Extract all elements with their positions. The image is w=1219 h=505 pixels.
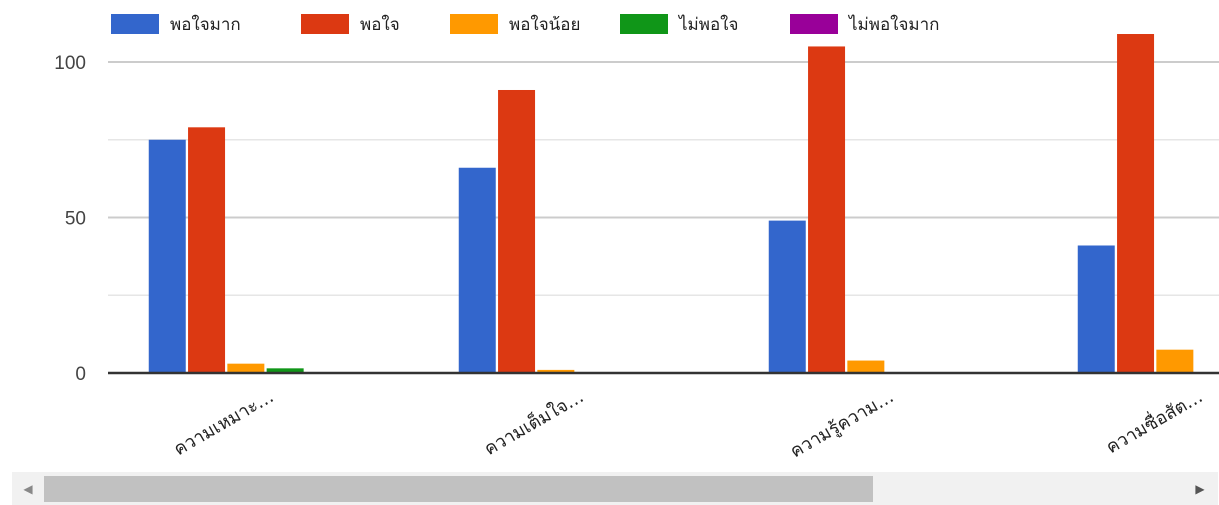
legend-swatch	[450, 14, 498, 34]
x-category-label: ความซื่อสัต…	[1101, 384, 1206, 459]
legend-swatch	[620, 14, 668, 34]
bar-3-0[interactable]	[1077, 245, 1115, 373]
y-tick-label: 100	[54, 53, 86, 74]
bar-0-0[interactable]	[148, 139, 186, 373]
bar-3-2[interactable]	[1156, 349, 1194, 373]
scroll-left-arrow-icon[interactable]: ◀	[23, 482, 33, 496]
legend-swatch	[790, 14, 838, 34]
legend-label: ไม่พอใจมาก	[847, 14, 939, 35]
legend-swatch	[111, 14, 159, 34]
bar-1-0[interactable]	[458, 167, 496, 373]
bar-0-2[interactable]	[227, 363, 265, 373]
legend-label: พอใจ	[360, 14, 400, 35]
bar-0-3[interactable]	[266, 368, 304, 373]
bar-2-2[interactable]	[847, 360, 885, 373]
x-category-label: ความเหมาะ…	[170, 386, 277, 460]
legend-label: ไม่พอใจ	[677, 14, 738, 35]
bar-0-1[interactable]	[188, 127, 226, 373]
legend-label: พอใจน้อย	[509, 14, 580, 35]
bar-2-0[interactable]	[768, 220, 806, 373]
legend-swatch	[301, 14, 349, 34]
scroll-right-arrow-icon[interactable]: ▶	[1195, 482, 1205, 496]
y-tick-label: 0	[75, 364, 86, 385]
bars	[148, 34, 1194, 374]
gridlines	[108, 61, 1219, 296]
x-category-label: ความรู้ความ…	[787, 386, 898, 462]
y-tick-label: 50	[65, 209, 86, 230]
legend: พอใจมาก พอใจ พอใจน้อย ไม่พอใจ ไม่พอใจมาก	[111, 14, 939, 35]
legend-label: พอใจมาก	[170, 14, 241, 35]
bar-1-2[interactable]	[537, 369, 575, 373]
bar-chart: 0 50 100 ความเหมาะ… ความเต็มใจ… ความรู้ความ……	[54, 14, 1219, 463]
bar-1-1[interactable]	[498, 89, 536, 374]
x-axis-category-labels: ความเหมาะ… ความเต็มใจ… ความรู้ความ… ความซื่…	[170, 384, 1206, 463]
x-category-label: ความเต็มใจ…	[480, 384, 588, 460]
y-axis-ticks: 0 50 100	[54, 53, 86, 385]
bar-2-1[interactable]	[808, 46, 846, 373]
scrollbar-thumb[interactable]	[44, 476, 873, 502]
bar-3-1[interactable]	[1117, 34, 1155, 373]
